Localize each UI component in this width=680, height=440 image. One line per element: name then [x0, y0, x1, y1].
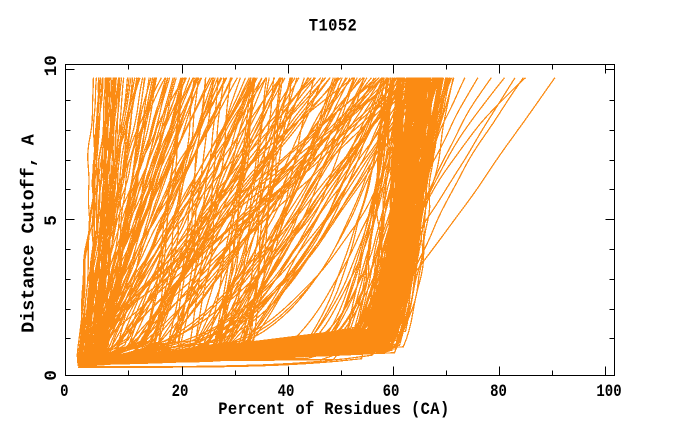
svg-text:5: 5	[42, 215, 62, 226]
svg-text:Percent of Residues (CA): Percent of Residues (CA)	[218, 400, 449, 420]
svg-text:40: 40	[278, 382, 295, 402]
svg-text:T1052: T1052	[309, 17, 357, 37]
svg-text:80: 80	[490, 382, 507, 402]
svg-text:Distance Cutoff, A: Distance Cutoff, A	[19, 133, 40, 333]
svg-text:10: 10	[42, 55, 62, 76]
svg-text:100: 100	[596, 382, 621, 402]
svg-text:0: 0	[42, 370, 62, 381]
svg-text:60: 60	[383, 382, 400, 402]
svg-text:20: 20	[172, 382, 189, 402]
svg-text:0: 0	[60, 382, 68, 402]
